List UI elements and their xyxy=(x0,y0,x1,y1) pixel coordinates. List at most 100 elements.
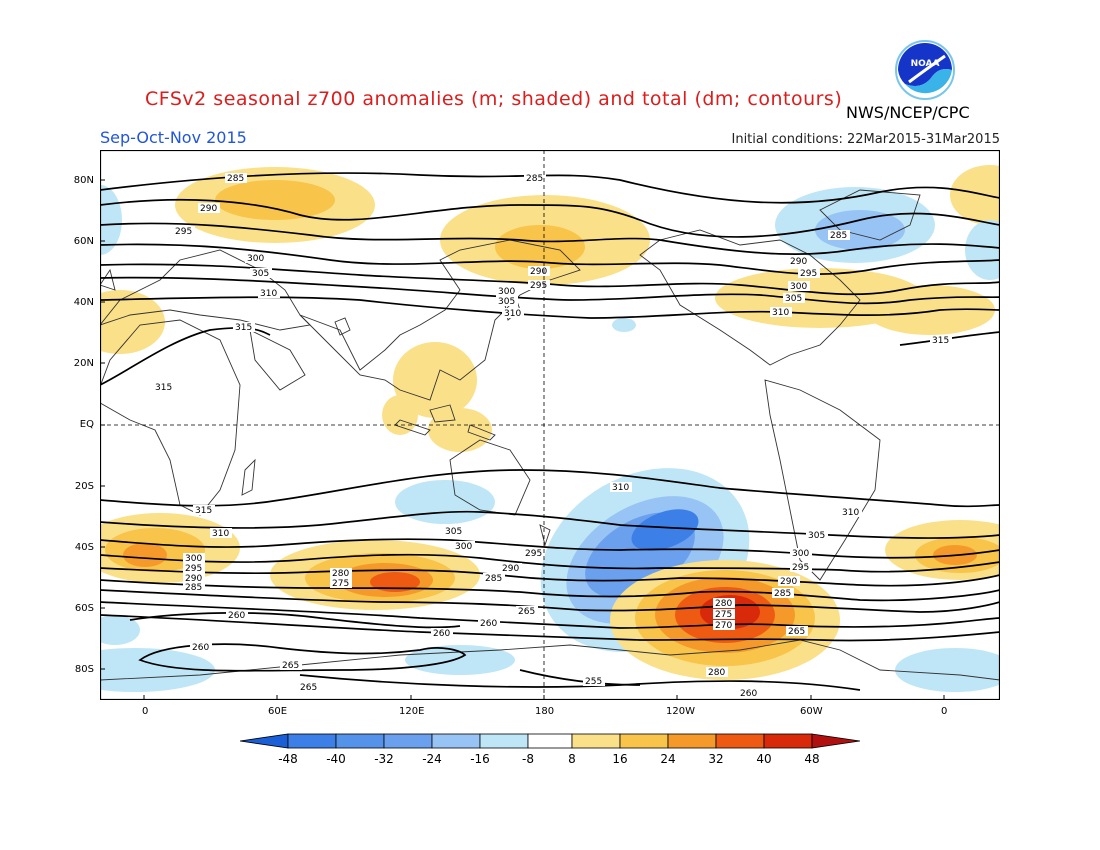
lat-label: 60N xyxy=(73,236,94,247)
colorbar-swatch xyxy=(715,733,765,749)
contour-label: 280 xyxy=(715,599,732,609)
colorbar-tick: 24 xyxy=(660,752,675,766)
axis-ticks xyxy=(100,179,945,700)
contour-label: 310 xyxy=(842,508,859,518)
contour-label: 310 xyxy=(504,309,521,319)
contour-label: 300 xyxy=(792,549,809,559)
contour-label: 305 xyxy=(785,294,802,304)
contour-label: 275 xyxy=(715,610,732,620)
contour-label: 290 xyxy=(502,564,519,574)
contour-label: 300 xyxy=(790,282,807,292)
contour-label: 295 xyxy=(792,563,809,573)
colorbar-swatch xyxy=(479,733,529,749)
lat-label: 40N xyxy=(73,297,94,308)
contour-label: 315 xyxy=(932,336,949,346)
lat-label: 80N xyxy=(73,175,94,186)
contour-label: 295 xyxy=(175,227,192,237)
contour-label: 285 xyxy=(830,231,847,241)
noaa-logo-text: NOAA xyxy=(911,59,940,69)
contour-label: 305 xyxy=(252,269,269,279)
lon-label: 120E xyxy=(399,706,425,717)
colorbar-swatch xyxy=(431,733,481,749)
colorbar-swatch xyxy=(527,733,573,749)
colorbar-tick: 40 xyxy=(756,752,771,766)
contour-label: 285 xyxy=(485,574,502,584)
colorbar-tick: -48 xyxy=(278,752,298,766)
contour-label: 290 xyxy=(530,267,547,277)
map-title: CFSv2 seasonal z700 anomalies (m; shaded… xyxy=(145,88,843,110)
colorbar-swatch xyxy=(335,733,385,749)
contour-label: 300 xyxy=(455,542,472,552)
colorbar-low-arrow xyxy=(240,733,289,749)
colorbar-swatch xyxy=(287,733,337,749)
contour-label: 295 xyxy=(800,269,817,279)
contour-label: 285 xyxy=(185,583,202,593)
contour-label: 300 xyxy=(247,254,264,264)
contour-label: 265 xyxy=(300,683,317,693)
contour-label: 290 xyxy=(780,577,797,587)
contour-label: 255 xyxy=(585,677,602,687)
contour-label: 260 xyxy=(192,643,209,653)
season-label: Sep-Oct-Nov 2015 xyxy=(100,128,247,147)
lat-label: 20N xyxy=(73,358,94,369)
lat-label: 80S xyxy=(74,664,94,675)
contour-label: 290 xyxy=(185,574,202,584)
colorbar-swatch xyxy=(667,733,717,749)
contour-label: 300 xyxy=(498,287,515,297)
colorbar-swatch xyxy=(763,733,813,749)
contour-label: 315 xyxy=(195,506,212,516)
colorbar-tick: -32 xyxy=(374,752,394,766)
contour-label: 295 xyxy=(525,549,542,559)
contour-label: 290 xyxy=(790,257,807,267)
colorbar-tick: 32 xyxy=(708,752,723,766)
contour-label: 305 xyxy=(808,531,825,541)
contour-label: 260 xyxy=(228,611,245,621)
contour-label: 265 xyxy=(282,661,299,671)
contour-label: 265 xyxy=(518,607,535,617)
lat-label: EQ xyxy=(79,419,94,430)
lon-label: 180 xyxy=(535,706,555,717)
contour-label: 295 xyxy=(185,564,202,574)
contour-label: 310 xyxy=(612,483,629,493)
anomaly-shading xyxy=(100,165,1000,692)
colorbar-tick: 8 xyxy=(568,752,576,766)
noaa-logo-icon: NOAA xyxy=(895,40,955,100)
contour-label: 260 xyxy=(433,629,450,639)
agency-label: NWS/NCEP/CPC xyxy=(846,103,970,122)
anomaly-colorbar: -48 -40 -32 -24 -16 -8 8 16 24 32 40 48 xyxy=(240,733,860,766)
contour-label: 285 xyxy=(526,174,543,184)
contour-label: 310 xyxy=(260,289,277,299)
lon-label: 120W xyxy=(666,706,695,717)
contour-label: 265 xyxy=(788,627,805,637)
colorbar-tick: -40 xyxy=(326,752,346,766)
colorbar-tick: 48 xyxy=(804,752,819,766)
contour-label: 260 xyxy=(740,689,757,699)
lon-label: 0 xyxy=(941,706,948,717)
colorbar-swatch xyxy=(383,733,433,749)
colorbar-tick: -16 xyxy=(470,752,490,766)
colorbar-tick: -8 xyxy=(522,752,534,766)
contour-label: 285 xyxy=(774,589,791,599)
contour-label: 315 xyxy=(235,323,252,333)
contour-labels: 285 285 290 295 300 305 310 315 315 290 … xyxy=(153,173,952,699)
colorbar-tick: -24 xyxy=(422,752,442,766)
contour-label: 280 xyxy=(708,668,725,678)
contour-label: 285 xyxy=(227,174,244,184)
contour-label: 290 xyxy=(200,204,217,214)
contour-label: 295 xyxy=(530,281,547,291)
colorbar-tick: 16 xyxy=(612,752,627,766)
contour-label: 305 xyxy=(498,297,515,307)
colorbar-high-arrow xyxy=(811,733,860,749)
contour-label: 275 xyxy=(332,579,349,589)
lon-label: 0 xyxy=(142,706,149,717)
anomaly-map: 285 285 290 295 300 305 310 315 315 290 … xyxy=(100,150,1000,700)
contour-label: 280 xyxy=(332,569,349,579)
contour-label: 310 xyxy=(212,529,229,539)
colorbar-swatch xyxy=(619,733,669,749)
lat-label: 60S xyxy=(74,603,94,614)
contour-label: 300 xyxy=(185,554,202,564)
colorbar-swatch xyxy=(571,733,621,749)
contour-label: 315 xyxy=(155,383,172,393)
contour-label: 305 xyxy=(445,527,462,537)
contour-label: 310 xyxy=(772,308,789,318)
